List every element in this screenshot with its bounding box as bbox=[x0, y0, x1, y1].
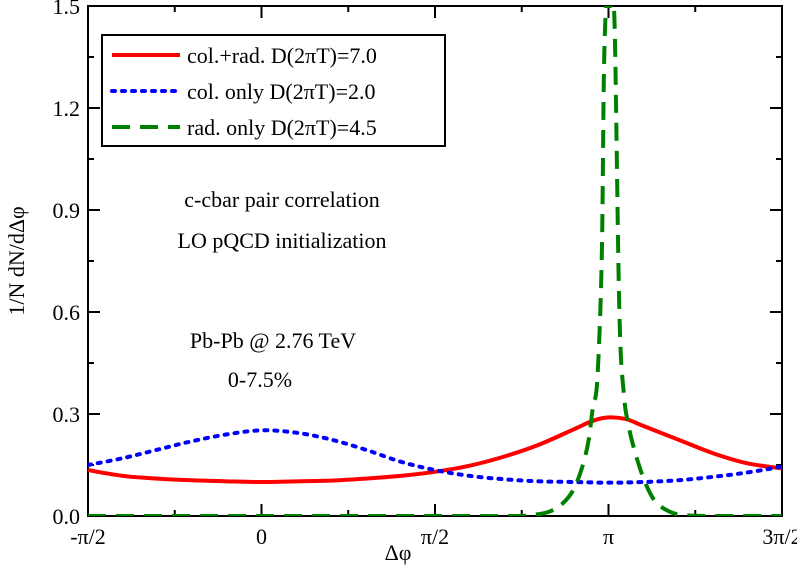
x-tick-label: π/2 bbox=[421, 524, 449, 549]
ticks: -π/2 0 π/2 π 3π/2 0.0 0.3 0.6 0.9 1.2 1.5 bbox=[53, 0, 797, 549]
y-axis-title: 1/N dN/dΔφ bbox=[4, 206, 29, 315]
series-layer bbox=[88, 6, 782, 516]
series-line-2 bbox=[88, 6, 782, 516]
annotation-centrality: 0-7.5% bbox=[228, 367, 292, 392]
legend: col.+rad. D(2πT)=7.0 col. only D(2πT)=2.… bbox=[101, 34, 446, 147]
x-tick-label: π bbox=[603, 524, 614, 549]
series-line-1 bbox=[88, 428, 782, 485]
y-tick-label: 1.5 bbox=[53, 0, 81, 19]
y-tick-label: 0.3 bbox=[53, 402, 81, 427]
annotation-pair-correlation: c-cbar pair correlation bbox=[184, 187, 379, 212]
y-tick-label: 0.9 bbox=[53, 198, 81, 223]
y-tick-label: 0.0 bbox=[53, 504, 81, 529]
x-tick-label: 0 bbox=[256, 524, 267, 549]
y-tick-label: 0.6 bbox=[53, 300, 81, 325]
x-axis-title: Δφ bbox=[385, 540, 412, 565]
x-tick-label: 3π/2 bbox=[762, 524, 797, 549]
x-tick-label: -π/2 bbox=[70, 524, 106, 549]
series-line-0 bbox=[88, 415, 782, 485]
legend-label-rad-only: rad. only D(2πT)=4.5 bbox=[187, 115, 377, 140]
legend-label-col-only: col. only D(2πT)=2.0 bbox=[187, 79, 375, 104]
y-tick-label: 1.2 bbox=[53, 96, 81, 121]
annotation-collision-system: Pb-Pb @ 2.76 TeV bbox=[190, 328, 356, 353]
legend-label-col-rad: col.+rad. D(2πT)=7.0 bbox=[187, 43, 377, 68]
annotation-initialization: LO pQCD initialization bbox=[178, 228, 387, 253]
